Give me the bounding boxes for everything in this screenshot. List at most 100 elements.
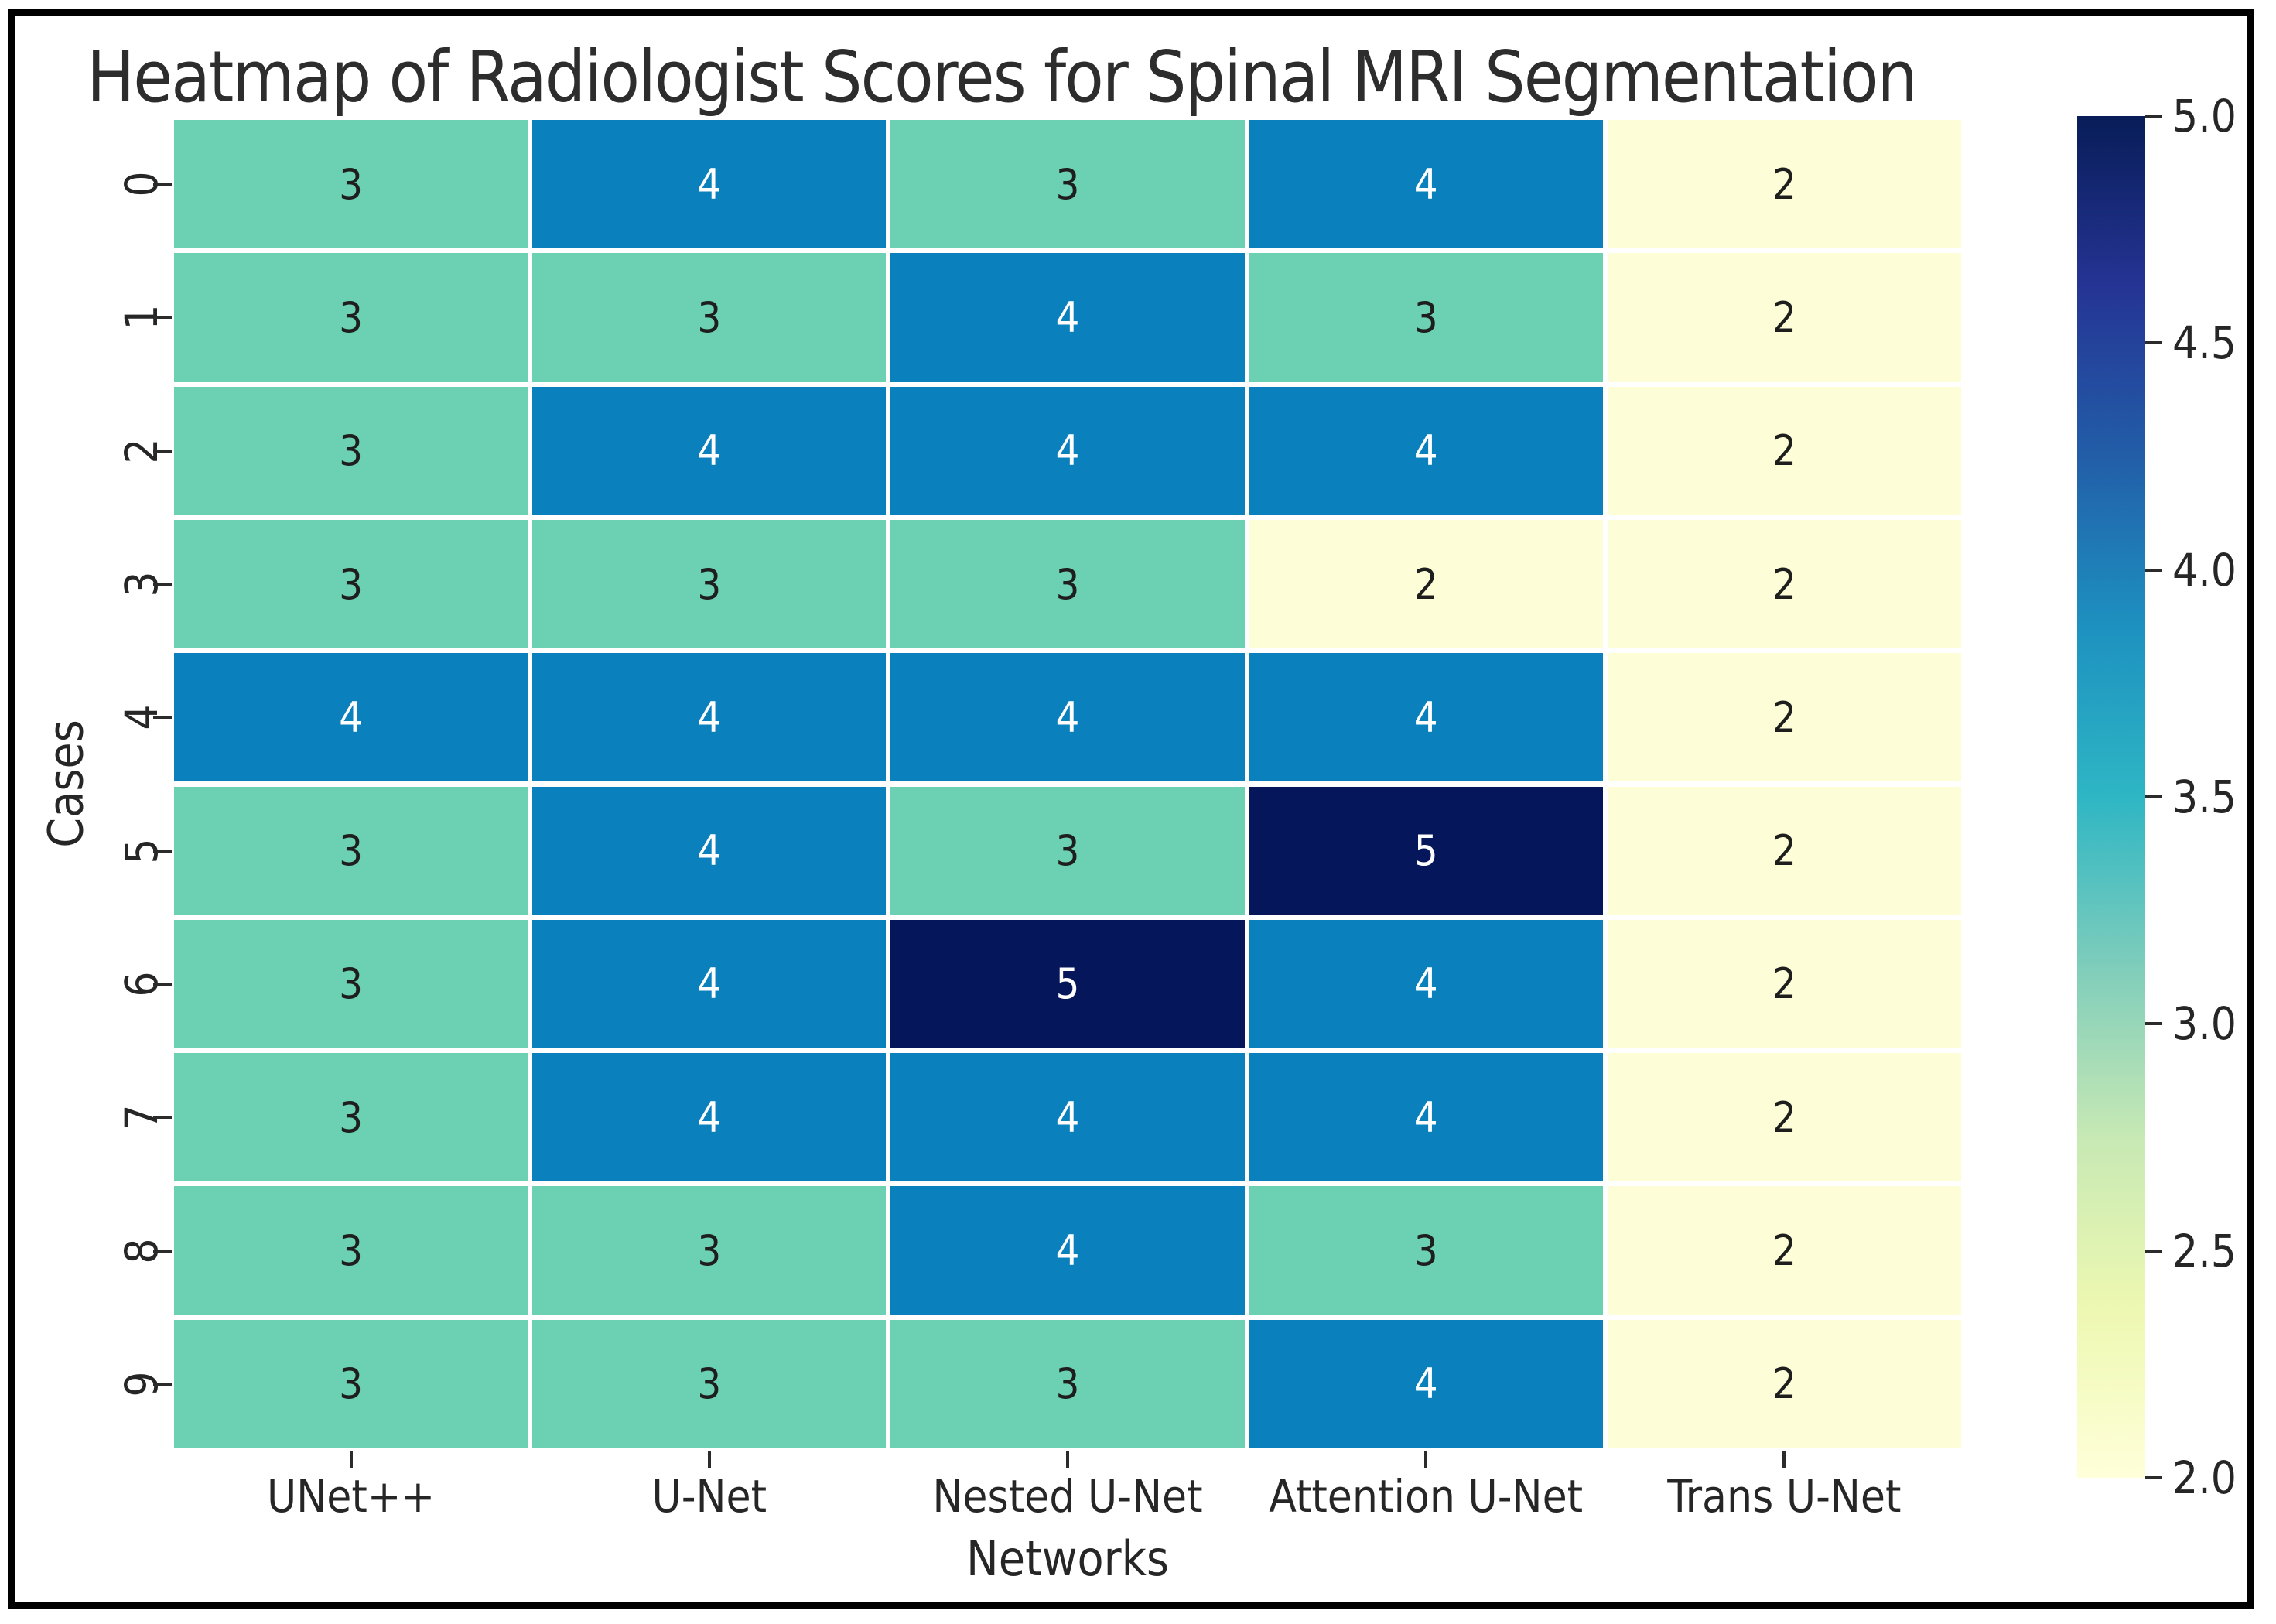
cell-value: 4 [697,159,722,209]
heatmap-grid: 3 4 3 4 2 3 3 4 3 2 3 4 4 4 2 3 3 3 2 2 4 4 4 4 2 3 4 3 5 2 3 4 5 4 2 3 4 4 4 2… [172,118,1963,1451]
heatmap-cell: 4 [890,253,1245,382]
cell-value: 3 [1055,159,1080,209]
y-tick-mark [153,1249,172,1253]
cell-value: 2 [1772,1092,1796,1142]
colorbar-tick-mark [2145,1476,2162,1479]
heatmap-cell: 3 [532,253,887,382]
cell-value: 3 [1413,292,1438,342]
y-tick-mark [153,316,172,320]
heatmap-cell: 4 [1249,919,1603,1049]
cell-value: 3 [339,559,364,609]
cell-value: 3 [697,292,722,342]
cell-value: 4 [339,692,364,742]
colorbar-tick-label: 3.0 [2172,997,2237,1051]
x-axis-label: Networks [966,1530,1169,1587]
heatmap-cell: 2 [1607,919,1961,1049]
cell-value: 3 [697,1226,722,1276]
heatmap-cell: 4 [1249,1053,1603,1182]
cell-value: 2 [1772,826,1796,876]
y-tick-mark [153,716,172,720]
heatmap-cell: 4 [1249,386,1603,515]
cell-value: 3 [1055,1359,1080,1409]
heatmap-cell: 2 [1607,1186,1961,1315]
cell-value: 4 [1055,1226,1080,1276]
cell-value: 4 [1413,959,1438,1009]
heatmap-cell: 3 [532,519,887,649]
colorbar-tick-mark [2145,341,2162,345]
cell-value: 5 [1413,826,1438,876]
heatmap-cell: 3 [1249,253,1603,382]
x-tick-label: UNet++ [266,1470,436,1523]
colorbar [2077,116,2145,1478]
cell-value: 4 [1055,1092,1080,1142]
figure-border [8,9,2254,1609]
cell-value: 4 [1413,426,1438,476]
x-tick-label: U-Net [651,1470,767,1523]
heatmap-cell: 2 [1607,1319,1961,1448]
x-tick-label: Nested U-Net [932,1470,1203,1523]
cell-value: 4 [1055,426,1080,476]
colorbar-tick-mark [2145,795,2162,798]
y-tick-mark [153,1382,172,1386]
heatmap-cell: 2 [1607,519,1961,649]
colorbar-tick-mark [2145,115,2162,118]
heatmap-cell: 4 [174,653,528,782]
heatmap-cell: 4 [532,120,887,249]
y-tick-mark [153,583,172,586]
y-axis-label: Cases [37,720,94,848]
heatmap-cell: 4 [1249,1319,1603,1448]
heatmap-cell: 2 [1607,1053,1961,1182]
y-tick-mark [153,449,172,453]
cell-value: 4 [697,1092,722,1142]
heatmap-cell: 3 [174,919,528,1049]
x-tick-mark [1066,1451,1069,1468]
y-tick-mark [153,982,172,986]
cell-value: 3 [339,1092,364,1142]
x-tick-mark [707,1451,711,1468]
cell-value: 3 [339,1226,364,1276]
cell-value: 3 [339,959,364,1009]
cell-value: 2 [1772,1359,1796,1409]
heatmap-cell: 3 [890,1319,1245,1448]
cell-value: 4 [1413,1092,1438,1142]
cell-value: 3 [339,826,364,876]
heatmap-cell: 4 [890,1053,1245,1182]
heatmap-cell: 4 [890,386,1245,515]
colorbar-tick-label: 2.0 [2172,1451,2237,1504]
heatmap-cell: 2 [1607,253,1961,382]
heatmap-cell: 4 [532,1053,887,1182]
cell-value: 3 [339,292,364,342]
cell-value: 3 [1413,1226,1438,1276]
colorbar-tick-label: 3.5 [2172,771,2237,823]
cell-value: 2 [1772,692,1796,742]
heatmap-cell: 2 [1607,120,1961,249]
cell-value: 3 [339,426,364,476]
cell-value: 4 [1055,292,1080,342]
x-tick-label: Attention U-Net [1269,1470,1584,1523]
cell-value: 4 [697,692,722,742]
x-tick-mark [1424,1451,1428,1468]
heatmap-cell: 3 [174,253,528,382]
cell-value: 2 [1772,1226,1796,1276]
cell-value: 4 [697,426,722,476]
heatmap-cell: 4 [1249,120,1603,249]
cell-value: 4 [1055,692,1080,742]
cell-value: 3 [1055,559,1080,609]
cell-value: 4 [1413,692,1438,742]
cell-value: 2 [1772,292,1796,342]
heatmap-cell: 3 [174,1186,528,1315]
cell-value: 3 [697,1359,722,1409]
colorbar-tick-mark [2145,1249,2162,1253]
heatmap-cell: 3 [1249,1186,1603,1315]
heatmap-cell: 4 [532,653,887,782]
x-tick-mark [349,1451,353,1468]
cell-value: 4 [1413,159,1438,209]
cell-value: 4 [697,826,722,876]
y-tick-mark [153,183,172,186]
cell-value: 3 [339,159,364,209]
heatmap-cell: 3 [174,386,528,515]
y-tick-mark [153,1116,172,1120]
heatmap-cell: 3 [532,1319,887,1448]
heatmap-cell: 3 [890,120,1245,249]
